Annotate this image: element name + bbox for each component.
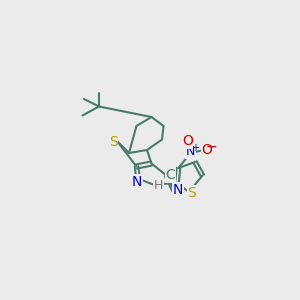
Text: −: −	[206, 140, 218, 153]
Text: S: S	[109, 135, 118, 149]
Text: H: H	[154, 179, 163, 192]
Text: +: +	[191, 142, 199, 153]
Text: S: S	[188, 186, 196, 200]
Text: N: N	[132, 175, 142, 188]
Text: O: O	[182, 134, 193, 148]
Text: N: N	[186, 145, 195, 158]
Text: O: O	[202, 143, 212, 157]
Text: N: N	[173, 183, 183, 196]
Text: C: C	[166, 168, 175, 182]
